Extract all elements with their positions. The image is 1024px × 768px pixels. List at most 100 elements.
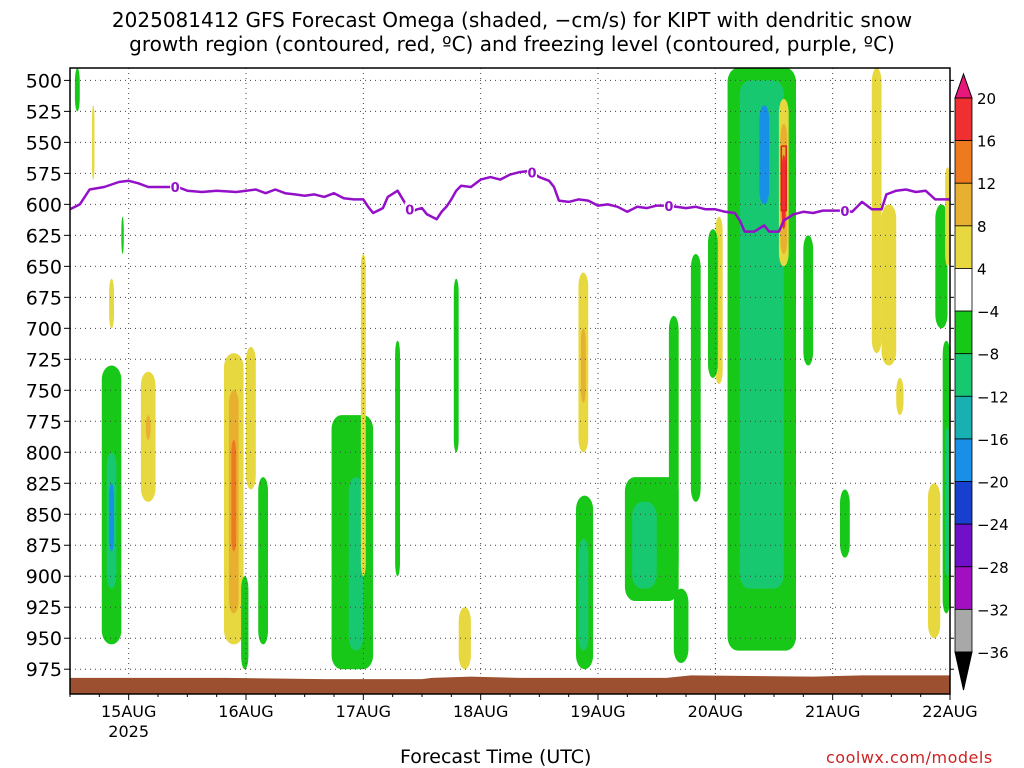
y-tick-label-600: 600 bbox=[26, 194, 62, 216]
y-tick-label-750: 750 bbox=[26, 380, 62, 402]
colorbar-label-2: 12 bbox=[977, 175, 996, 193]
omega-region-44 bbox=[935, 204, 948, 329]
y-tick-label-875: 875 bbox=[26, 535, 62, 557]
colorbar-segment-6 bbox=[954, 353, 973, 397]
freezing-label-bg-0 bbox=[170, 180, 181, 195]
freezing-label-bg-3 bbox=[663, 198, 674, 213]
omega-region-20 bbox=[458, 607, 471, 670]
omega-region-38 bbox=[803, 235, 814, 366]
freezing-level-line bbox=[70, 169, 950, 233]
colorbar-bottom-arrow bbox=[954, 651, 973, 691]
omega-region-2 bbox=[109, 278, 114, 329]
colorbar-segment-12 bbox=[954, 608, 973, 653]
omega-region-33 bbox=[739, 80, 784, 589]
colorbar-label-1: 16 bbox=[977, 133, 996, 151]
y-tick-label-775: 775 bbox=[26, 411, 62, 433]
terrain-strip bbox=[70, 675, 950, 694]
y-tick-label-500: 500 bbox=[26, 70, 62, 92]
colorbar-label-10: −24 bbox=[977, 516, 1009, 534]
colorbar-segment-2 bbox=[954, 182, 973, 227]
colorbar-label-7: −12 bbox=[977, 388, 1009, 406]
y-tick-label-675: 675 bbox=[26, 287, 62, 309]
chart-title-line-2: growth region (contoured, red, ºC) and f… bbox=[129, 32, 895, 56]
y-tick-label-975: 975 bbox=[26, 659, 62, 681]
omega-region-47 bbox=[945, 167, 950, 267]
omega-region-0 bbox=[74, 68, 80, 112]
colorbar-segment-5 bbox=[954, 310, 973, 355]
y-tick-label-900: 900 bbox=[26, 566, 62, 588]
y-tick-label-525: 525 bbox=[26, 101, 62, 123]
x-axis-title: Forecast Time (UTC) bbox=[400, 746, 592, 768]
x-tick-label-15AUG: 15AUG bbox=[101, 702, 156, 721]
omega-region-13 bbox=[258, 477, 268, 645]
omega-region-14 bbox=[241, 576, 249, 670]
y-tick-label-850: 850 bbox=[26, 504, 62, 526]
freezing-label-bg-1 bbox=[404, 202, 415, 217]
omega-region-16 bbox=[348, 477, 364, 651]
y-tick-label-950: 950 bbox=[26, 628, 62, 650]
colorbar-label-12: −32 bbox=[977, 601, 1009, 619]
omega-region-18 bbox=[395, 340, 400, 577]
y-tick-label-575: 575 bbox=[26, 163, 62, 185]
omega-region-46 bbox=[945, 427, 950, 577]
dendritic-growth-contour bbox=[780, 145, 787, 212]
chart-title-line-1: 2025081412 GFS Forecast Omega (shaded, −… bbox=[111, 8, 913, 32]
colorbar-label-8: −16 bbox=[977, 431, 1009, 449]
colorbar-label-3: 8 bbox=[977, 218, 987, 236]
credit-text: coolwx.com/models bbox=[826, 748, 993, 767]
x-tick-sublabel-15AUG: 2025 bbox=[108, 722, 149, 741]
omega-region-43 bbox=[928, 483, 941, 639]
freezing-label-bg-2 bbox=[527, 165, 537, 180]
colorbar-label-6: −8 bbox=[977, 346, 999, 364]
x-tick-label-17AUG: 17AUG bbox=[336, 702, 391, 721]
colorbar-segment-3 bbox=[954, 225, 973, 269]
colorbar-segment-9 bbox=[954, 481, 973, 525]
colorbar-label-5: −4 bbox=[977, 303, 999, 321]
colorbar-label-0: 20 bbox=[977, 90, 996, 108]
omega-region-39 bbox=[840, 489, 850, 558]
omega-region-5 bbox=[145, 415, 151, 440]
y-tick-label-650: 650 bbox=[26, 256, 62, 278]
colorbar-segment-10 bbox=[954, 523, 973, 568]
omega-region-26 bbox=[632, 501, 657, 589]
freezing-level-label-1: 0 bbox=[405, 203, 414, 218]
freezing-level-label-4: 0 bbox=[840, 205, 849, 220]
x-tick-label-19AUG: 19AUG bbox=[570, 702, 625, 721]
colorbar-label-9: −20 bbox=[977, 474, 1009, 492]
colorbar-segment-4 bbox=[954, 268, 973, 312]
omega-region-37 bbox=[781, 154, 786, 230]
omega-region-22 bbox=[580, 328, 586, 403]
omega-region-41 bbox=[881, 204, 897, 366]
x-tick-label-22AUG: 22AUG bbox=[922, 702, 977, 721]
omega-region-34 bbox=[759, 105, 770, 205]
colorbar-segment-7 bbox=[954, 395, 973, 440]
y-tick-label-550: 550 bbox=[26, 132, 62, 154]
y-tick-label-925: 925 bbox=[26, 597, 62, 619]
omega-region-29 bbox=[690, 253, 701, 502]
omega-region-1 bbox=[92, 105, 95, 180]
omega-region-24 bbox=[578, 539, 589, 651]
omega-region-12 bbox=[246, 346, 256, 490]
colorbar-label-13: −36 bbox=[977, 644, 1009, 662]
freezing-level-label-3: 0 bbox=[664, 200, 673, 215]
omega-region-40 bbox=[871, 68, 882, 354]
omega-region-19 bbox=[453, 278, 459, 453]
y-tick-label-825: 825 bbox=[26, 473, 62, 495]
x-tick-label-21AUG: 21AUG bbox=[805, 702, 860, 721]
omega-region-11 bbox=[231, 439, 237, 552]
y-tick-label-700: 700 bbox=[26, 318, 62, 340]
omega-region-27 bbox=[668, 315, 679, 577]
colorbar-top-arrow bbox=[954, 72, 973, 99]
chart-title: 2025081412 GFS Forecast Omega (shaded, −… bbox=[0, 8, 1024, 56]
omega-region-31 bbox=[708, 229, 718, 378]
freezing-label-bg-4 bbox=[839, 203, 850, 218]
y-tick-label-725: 725 bbox=[26, 349, 62, 371]
omega-region-42 bbox=[896, 377, 904, 416]
freezing-level-label-2: 0 bbox=[527, 166, 536, 181]
x-tick-label-16AUG: 16AUG bbox=[218, 702, 273, 721]
colorbar-segment-8 bbox=[954, 438, 973, 482]
y-tick-label-800: 800 bbox=[26, 442, 62, 464]
colorbar-segment-11 bbox=[954, 566, 973, 610]
x-tick-label-20AUG: 20AUG bbox=[688, 702, 743, 721]
